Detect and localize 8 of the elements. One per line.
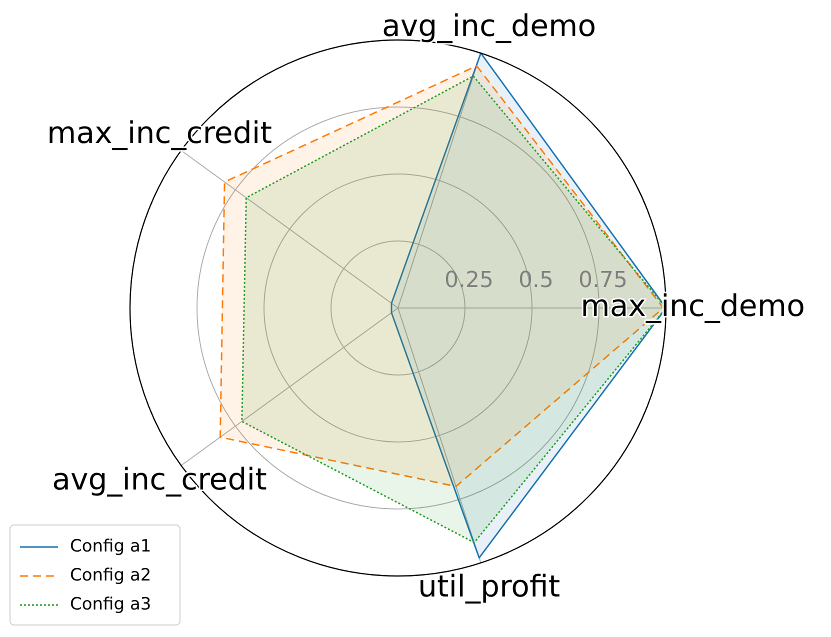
legend-label: Config a3 [70, 594, 152, 615]
legend-label: Config a2 [70, 566, 152, 586]
y-tick-label: 0.75 [578, 268, 628, 293]
spoke-label: avg_inc_demo [382, 8, 596, 44]
spoke-label: util_profit [418, 570, 560, 605]
y-tick-label: 0.5 [518, 268, 554, 293]
y-tick-label: 0.25 [444, 268, 494, 293]
legend-label: Config a1 [70, 536, 152, 557]
